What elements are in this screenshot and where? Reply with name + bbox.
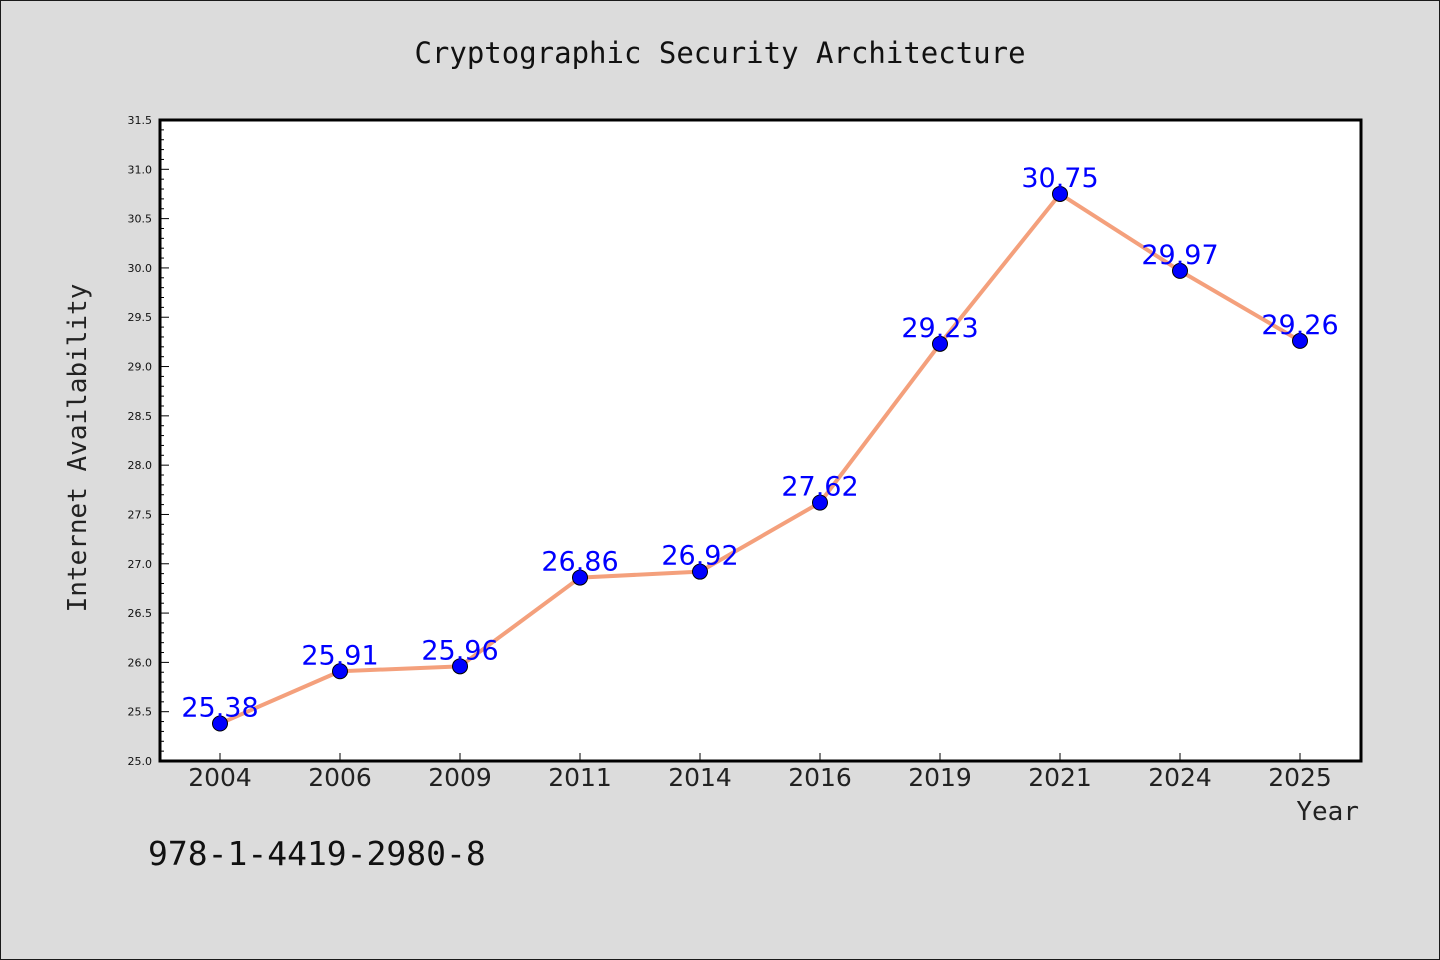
y-axis: 25.0 25.5 26.0 26.5 27.0 27.5 28.0 28.5 29.0 29.5… [128,114,169,768]
plot-area [160,120,1361,761]
y-tick-label: 26.5 [128,607,153,620]
data-point [572,569,588,586]
y-tick-label: 31.5 [128,114,153,127]
x-tick-label: 2024 [1148,763,1212,792]
y-tick-label: 26.0 [128,656,153,669]
x-tick-label: 2025 [1268,763,1332,792]
y-tick-label: 28.0 [128,459,153,472]
x-tick-label: 2019 [908,763,972,792]
data-point [692,563,708,580]
data-label: 25.91 [301,640,378,671]
data-label: 26.92 [661,541,738,572]
data-point [332,663,348,680]
data-label: 29.26 [1261,310,1338,341]
y-tick-label: 31.0 [128,163,153,176]
data-label: 30.75 [1021,163,1098,194]
x-axis: 2004 2006 2009 2011 2014 2016 2019 2021 2024 2025 [188,753,1332,792]
y-tick-label: 28.5 [128,410,153,423]
y-tick-label: 29.0 [128,361,153,374]
y-tick-label: 25.0 [128,755,153,768]
data-point [1172,262,1188,279]
data-label: 27.62 [781,472,858,503]
data-point [1052,185,1068,202]
y-tick-label: 30.5 [128,213,153,226]
y-tick-label: 29.5 [128,311,153,324]
x-tick-label: 2014 [668,763,732,792]
x-tick-label: 2009 [428,763,492,792]
series-line [219,191,1302,726]
x-axis-title: Year [1296,797,1359,827]
data-label: 26.86 [541,547,618,578]
plot-border [158,118,1363,763]
y-axis-title: Internet Availability [63,284,93,613]
data-label: 29.97 [1141,240,1218,271]
data-point [932,335,948,352]
chart-title: Cryptographic Security Architecture [414,36,1025,70]
y-tick-label: 25.5 [128,706,153,719]
x-tick-label: 2016 [788,763,852,792]
x-tick-label: 2011 [548,763,612,792]
isbn-annotation: 978-1-4419-2980-8 [148,834,486,873]
x-tick-label: 2021 [1028,763,1092,792]
x-tick-label: 2004 [188,763,252,792]
data-point [452,658,468,675]
data-labels: 25.38 25.91 25.96 26.86 26.92 27.62 29.23 30.75… [181,163,1338,724]
y-tick-label: 27.5 [128,508,153,521]
data-point [812,494,828,511]
data-label: 25.96 [421,635,498,666]
data-label: 25.38 [181,693,258,724]
data-label: 29.23 [901,313,978,344]
data-point [1292,332,1308,349]
x-tick-label: 2006 [308,763,372,792]
data-point [212,715,228,732]
y-tick-label: 30.0 [128,262,153,275]
y-tick-label: 27.0 [128,558,153,571]
series-layer [212,185,1308,732]
